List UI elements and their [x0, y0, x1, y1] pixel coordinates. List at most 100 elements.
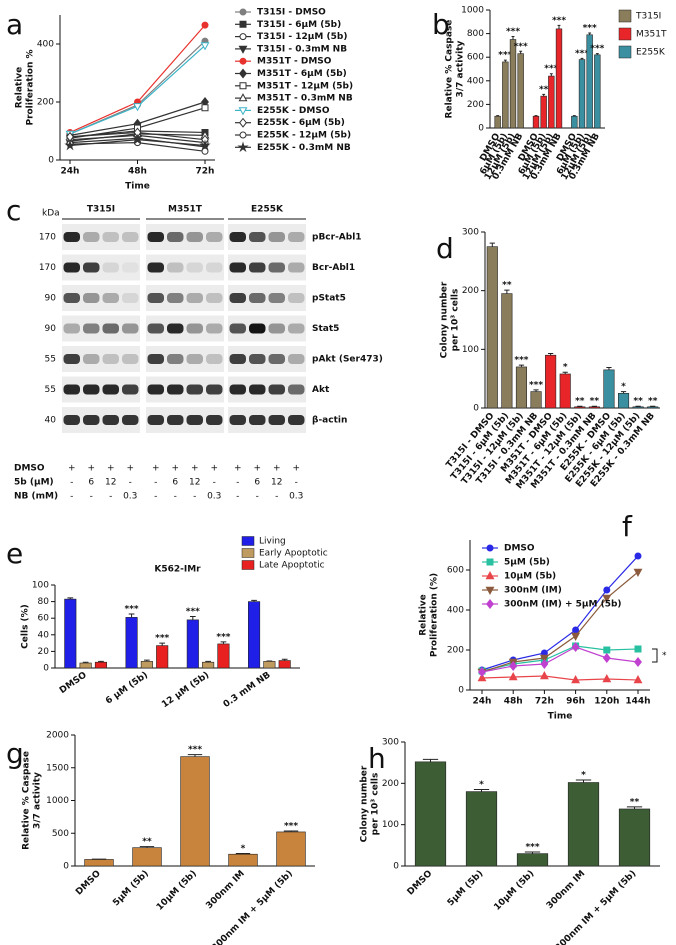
band — [167, 323, 184, 334]
marker — [571, 632, 581, 641]
row-label: Bcr-Abl1 — [312, 263, 355, 273]
y-tick-label: 60 — [38, 614, 50, 624]
significance: *** — [583, 24, 597, 34]
significance: ** — [539, 85, 549, 95]
marker — [64, 139, 76, 151]
error-bar — [503, 59, 507, 62]
y-tick-label: 400 — [447, 606, 464, 616]
band — [83, 262, 100, 273]
band — [268, 384, 285, 395]
x-tick-label: DMSO — [74, 869, 103, 898]
band — [186, 323, 203, 334]
y-tick-label: 0 — [473, 404, 479, 414]
treatment-cell: 0.3 — [289, 492, 303, 502]
significance: *** — [284, 821, 298, 831]
x-axis-label: Time — [125, 182, 150, 192]
x-tick-label: 72h — [535, 697, 554, 707]
legend-swatch — [618, 9, 632, 23]
band — [102, 415, 119, 425]
band — [147, 232, 164, 242]
y-tick-label: 400 — [467, 76, 484, 86]
y-axis-label: Proliferation (%) — [430, 573, 440, 657]
band — [83, 354, 100, 364]
legend-label: M351T — [636, 30, 667, 40]
legend-label: 300nM (IM) — [504, 586, 562, 596]
band — [167, 354, 184, 364]
y-axis-label: Relative % Caspase — [22, 751, 32, 850]
panel-letter: h — [368, 742, 386, 775]
legend-marker — [239, 131, 247, 139]
band — [122, 262, 139, 273]
bar — [567, 782, 600, 867]
marker — [634, 552, 642, 560]
error-bar — [595, 53, 599, 55]
band — [186, 384, 203, 395]
error-bar — [620, 391, 627, 394]
x-tick-label: 6 µM (5b) — [104, 670, 150, 706]
bar — [217, 643, 230, 669]
marker — [201, 104, 209, 112]
legend-marker — [486, 544, 494, 552]
row-label: Stat5 — [312, 324, 339, 334]
band — [268, 232, 285, 242]
significance: ** — [633, 397, 643, 407]
group-label: E255K — [251, 205, 284, 215]
y-tick-label: 200 — [447, 646, 464, 656]
band — [268, 354, 285, 364]
band — [186, 354, 203, 364]
marker — [201, 21, 209, 29]
y-axis-label: Colony number — [440, 281, 450, 358]
significance: * — [479, 780, 484, 790]
legend-label: T315I - 12µM (5b) — [257, 32, 347, 42]
error-bar — [534, 115, 538, 117]
y-tick-label: 100 — [32, 581, 49, 591]
error-bar — [281, 658, 288, 661]
y-axis-label: per 10³ cells — [371, 773, 381, 836]
marker — [603, 646, 611, 654]
band — [147, 415, 164, 425]
band — [268, 262, 285, 273]
bar — [517, 53, 524, 129]
legend-marker — [238, 93, 248, 102]
y-tick-label: 0 — [43, 664, 49, 674]
legend-label: T315I — [635, 12, 661, 22]
y-tick-label: 20 — [38, 647, 50, 657]
marker — [199, 139, 211, 151]
significance: *** — [506, 27, 520, 37]
y-axis-label: 3/7 activity — [456, 40, 466, 97]
treatment-cell: - — [70, 478, 73, 488]
panel-letter: e — [6, 537, 23, 570]
error-bar — [144, 659, 150, 662]
error-bar — [187, 754, 203, 757]
treatment-cell: - — [193, 492, 196, 502]
significance: *** — [186, 607, 200, 617]
error-bar — [82, 661, 89, 664]
error-bar — [504, 289, 510, 294]
bar — [647, 406, 659, 409]
x-tick-label: 10µM (5b) — [155, 869, 199, 913]
error-bar — [205, 660, 211, 663]
bar — [571, 115, 578, 129]
significance: *** — [514, 42, 528, 52]
band — [147, 262, 164, 273]
error-bar — [575, 779, 592, 783]
legend-label: M351T - 6µM (5b) — [257, 69, 347, 79]
treatment-cell: - — [70, 492, 73, 502]
band — [122, 354, 139, 364]
treatment-cell: 6 — [88, 478, 94, 488]
y-tick-label: 0 — [478, 124, 484, 134]
significance: *** — [590, 44, 604, 54]
chart-title: K562-IMr — [154, 565, 201, 575]
error-bar — [549, 73, 553, 77]
x-tick-label: 12 µM (5b) — [160, 670, 211, 710]
treatment-cell: + — [253, 464, 261, 474]
legend-label: E255K - 6µM (5b) — [257, 118, 345, 128]
bar — [516, 853, 549, 867]
series-line — [481, 675, 639, 681]
band — [63, 415, 80, 425]
treatment-cell: - — [90, 492, 93, 502]
legend-label: Living — [259, 537, 286, 547]
band — [83, 232, 100, 242]
error-bar — [606, 367, 612, 370]
treatment-cell: - — [174, 492, 177, 502]
